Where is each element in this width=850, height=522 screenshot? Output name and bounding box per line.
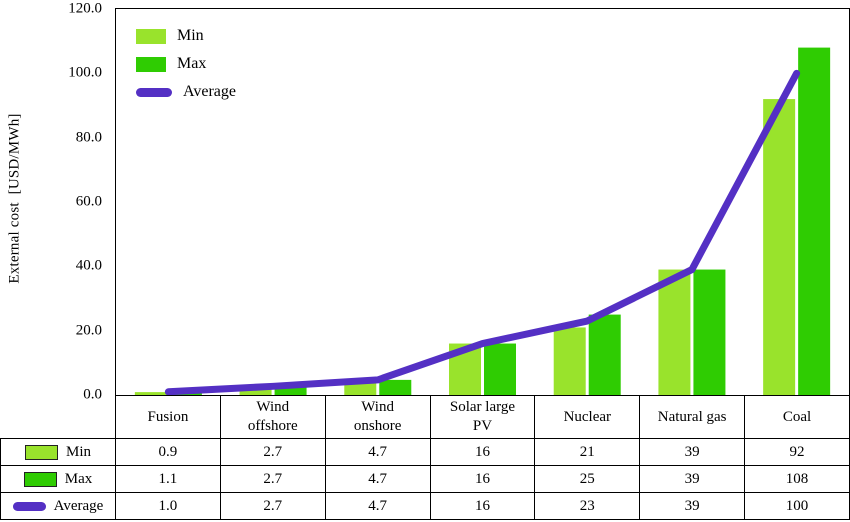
value-cell: 25 <box>534 465 641 493</box>
y-tick-label: 100.0 <box>68 64 102 81</box>
min-swatch-icon <box>136 28 166 44</box>
y-axis-ticks: 0.0 20.0 40.0 60.0 80.0 100.0 120.0 <box>0 1 108 403</box>
legend-item-max: Max <box>136 55 236 73</box>
row-label-cell: Average <box>0 492 116 520</box>
category-label: Fusion <box>115 395 221 439</box>
bar-min-6 <box>763 99 796 395</box>
average-line-swatch-icon <box>136 87 172 97</box>
table-row-average: Average 1.0 2.7 4.7 16 23 39 100 <box>0 492 850 520</box>
plot-canvas <box>134 47 831 395</box>
y-tick-label: 40.0 <box>75 257 102 274</box>
table-corner <box>1 396 116 439</box>
y-tick-label: 20.0 <box>75 322 102 339</box>
value-cell: 1.0 <box>115 492 221 520</box>
legend: Min Max Average <box>136 27 236 101</box>
value-cell: 108 <box>744 465 850 493</box>
max-swatch-icon <box>23 471 57 487</box>
value-cell: 16 <box>429 492 536 520</box>
row-label-inner: Average <box>3 498 113 515</box>
data-table: Fusion Wind offshore Wind onshore Solar lar… <box>0 395 850 520</box>
table-row-max: Max 1.1 2.7 4.7 16 25 39 108 <box>0 465 850 493</box>
value-cell: 39 <box>639 465 746 493</box>
row-label: Max <box>64 470 93 487</box>
category-label: Wind offshore <box>219 395 326 439</box>
table-row-min: Min 0.9 2.7 4.7 16 21 39 92 <box>0 438 850 466</box>
value-cell: 39 <box>639 492 746 520</box>
value-cell: 16 <box>429 465 536 493</box>
value-cell: 1.1 <box>115 465 221 493</box>
value-cell: 39 <box>639 438 746 466</box>
bar-max-4 <box>588 314 621 395</box>
category-label: Natural gas <box>639 395 746 439</box>
value-cell: 21 <box>534 438 641 466</box>
value-cell: 4.7 <box>324 465 431 493</box>
value-cell: 0.9 <box>115 438 221 466</box>
legend-label-max: Max <box>177 55 207 72</box>
category-label: Coal <box>744 395 850 439</box>
bar-min-0 <box>134 392 167 395</box>
value-cell: 2.7 <box>219 465 326 493</box>
category-row: Fusion Wind offshore Wind onshore Solar lar… <box>1 395 850 439</box>
row-label: Min <box>65 443 91 460</box>
value-cell: 16 <box>429 438 536 466</box>
value-cell: 2.7 <box>219 492 326 520</box>
value-cell: 92 <box>744 438 850 466</box>
y-tick-label: 80.0 <box>75 129 102 146</box>
average-line <box>164 69 801 395</box>
average-swatch-icon <box>12 501 46 511</box>
row-label-inner: Min <box>3 444 113 461</box>
value-cell: 100 <box>744 492 850 520</box>
min-swatch-icon <box>24 444 58 460</box>
category-label: Nuclear <box>534 395 641 439</box>
row-label-inner: Max <box>3 471 113 488</box>
legend-label-average: Average <box>183 83 236 100</box>
legend-label-min: Min <box>177 27 204 44</box>
bar-min-5 <box>658 269 691 395</box>
bar-max-5 <box>693 269 726 395</box>
bar-max-3 <box>484 343 516 395</box>
legend-item-average: Average <box>136 83 236 101</box>
y-tick-label: 0.0 <box>83 386 102 403</box>
bar-max-1 <box>274 386 307 395</box>
bar-max-2 <box>379 379 412 395</box>
legend-item-min: Min <box>136 27 236 45</box>
row-label-cell: Max <box>0 465 116 493</box>
y-tick-label: 60.0 <box>75 193 102 210</box>
value-cell: 2.7 <box>219 438 326 466</box>
chart-region: External cost [USD/MWh] 0.0 20.0 40.0 60.0 8… <box>0 1 850 403</box>
plot-area: Min Max Average <box>115 8 850 396</box>
category-label: Wind onshore <box>324 395 431 439</box>
category-label: Solar large PV <box>429 395 536 439</box>
value-cell: 4.7 <box>324 492 431 520</box>
value-cell: 4.7 <box>324 438 431 466</box>
bar-min-4 <box>553 327 586 395</box>
max-swatch-icon <box>136 56 166 72</box>
row-label-cell: Min <box>0 438 116 466</box>
bar-max-6 <box>798 47 831 395</box>
y-tick-label: 120.0 <box>68 0 102 17</box>
row-label: Average <box>53 497 104 514</box>
value-cell: 23 <box>534 492 641 520</box>
